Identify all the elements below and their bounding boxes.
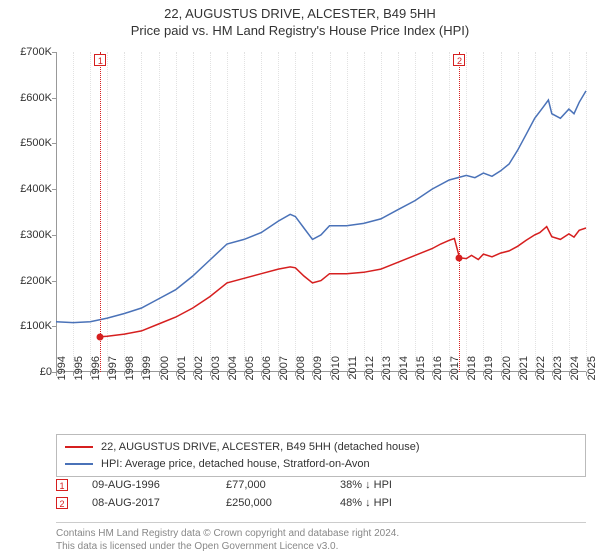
footer: Contains HM Land Registry data © Crown c…	[56, 522, 586, 553]
x-tick-label: 2008	[295, 356, 307, 396]
x-tick-label: 2018	[466, 356, 478, 396]
x-tick-label: 2013	[381, 356, 393, 396]
legend-item: HPI: Average price, detached house, Stra…	[65, 456, 577, 473]
y-tick-label: £500K	[6, 137, 52, 149]
sale-dot	[456, 254, 463, 261]
y-tick-label: £700K	[6, 46, 52, 58]
x-tick-label: 2017	[449, 356, 461, 396]
x-tick-label: 2001	[176, 356, 188, 396]
x-tick-label: 2014	[398, 356, 410, 396]
x-tick-label: 2000	[159, 356, 171, 396]
sale-row: 2 08-AUG-2017 £250,000 48% ↓ HPI	[56, 494, 586, 512]
x-tick-label: 2009	[312, 356, 324, 396]
y-tick-label: £600K	[6, 92, 52, 104]
x-tick-label: 2006	[261, 356, 273, 396]
x-tick-label: 2016	[432, 356, 444, 396]
x-tick-label: 2020	[501, 356, 513, 396]
series-svg	[56, 52, 586, 372]
x-tick-label: 2007	[278, 356, 290, 396]
x-tick-label: 2005	[244, 356, 256, 396]
x-tick-label: 1998	[124, 356, 136, 396]
legend-label: HPI: Average price, detached house, Stra…	[101, 456, 370, 473]
x-tick-label: 2024	[569, 356, 581, 396]
x-tick-label: 2012	[364, 356, 376, 396]
x-tick-label: 2004	[227, 356, 239, 396]
x-tick-label: 1996	[90, 356, 102, 396]
sale-vline	[100, 52, 101, 372]
series-price_paid	[101, 227, 587, 337]
sale-vs-hpi: 48% ↓ HPI	[340, 497, 430, 509]
x-tick-label: 2025	[586, 356, 598, 396]
sale-marker: 1	[94, 54, 106, 66]
x-tick-label: 2002	[193, 356, 205, 396]
sale-vs-hpi: 38% ↓ HPI	[340, 479, 430, 491]
x-tick-label: 2011	[347, 356, 359, 396]
sale-price: £77,000	[226, 479, 316, 491]
x-tick-label: 2019	[483, 356, 495, 396]
sale-date: 08-AUG-2017	[92, 497, 202, 509]
y-tick-label: £200K	[6, 275, 52, 287]
sale-price: £250,000	[226, 497, 316, 509]
y-tick-label: £300K	[6, 229, 52, 241]
footer-line-2: This data is licensed under the Open Gov…	[56, 540, 586, 553]
sales-table: 1 09-AUG-1996 £77,000 38% ↓ HPI 2 08-AUG-2017…	[56, 476, 586, 512]
legend-item: 22, AUGUSTUS DRIVE, ALCESTER, B49 5HH (d…	[65, 439, 577, 456]
x-tick-label: 2023	[552, 356, 564, 396]
y-tick-label: £400K	[6, 183, 52, 195]
x-tick-label: 1995	[73, 356, 85, 396]
legend: 22, AUGUSTUS DRIVE, ALCESTER, B49 5HH (d…	[56, 434, 586, 477]
x-tick-label: 1994	[56, 356, 68, 396]
series-hpi	[56, 91, 586, 323]
y-tick-label: £0	[6, 366, 52, 378]
sale-dot	[97, 333, 104, 340]
x-tick-label: 2003	[210, 356, 222, 396]
page-subtitle: Price paid vs. HM Land Registry's House …	[0, 23, 600, 38]
legend-label: 22, AUGUSTUS DRIVE, ALCESTER, B49 5HH (d…	[101, 439, 420, 456]
x-tick-label: 2021	[518, 356, 530, 396]
x-tick-label: 2010	[330, 356, 342, 396]
x-tick-label: 1997	[107, 356, 119, 396]
x-tick-label: 2015	[415, 356, 427, 396]
sale-row-marker: 2	[56, 497, 68, 509]
y-tick-label: £100K	[6, 320, 52, 332]
sale-row-marker: 1	[56, 479, 68, 491]
footer-line-1: Contains HM Land Registry data © Crown c…	[56, 527, 586, 540]
page-title: 22, AUGUSTUS DRIVE, ALCESTER, B49 5HH	[0, 6, 600, 21]
plot: 12	[56, 52, 586, 372]
sale-date: 09-AUG-1996	[92, 479, 202, 491]
x-gridline	[586, 52, 587, 372]
x-tick-label: 1999	[141, 356, 153, 396]
legend-swatch	[65, 463, 93, 465]
sale-vline	[459, 52, 460, 372]
x-tick-label: 2022	[535, 356, 547, 396]
sale-row: 1 09-AUG-1996 £77,000 38% ↓ HPI	[56, 476, 586, 494]
chart-area: £0£100K£200K£300K£400K£500K£600K£700K 12…	[0, 44, 600, 424]
legend-swatch	[65, 446, 93, 448]
sale-marker: 2	[453, 54, 465, 66]
